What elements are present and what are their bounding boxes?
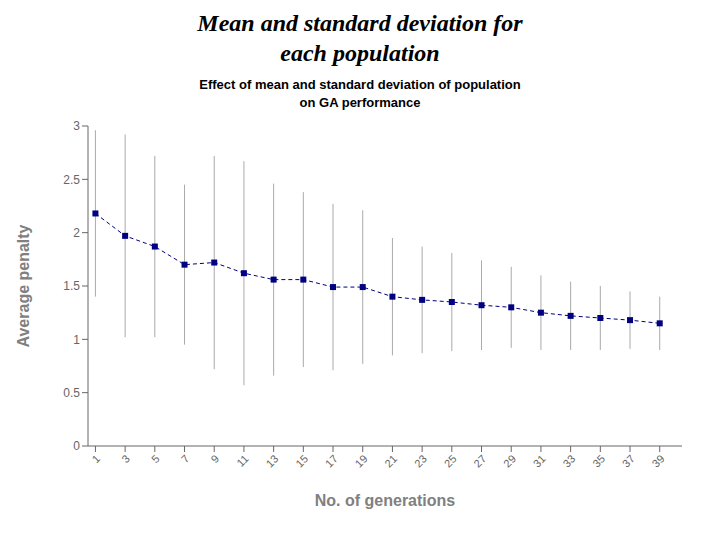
- svg-text:7: 7: [179, 452, 192, 465]
- svg-text:39: 39: [650, 452, 667, 469]
- svg-text:9: 9: [208, 452, 221, 465]
- svg-text:35: 35: [590, 452, 607, 469]
- svg-text:5: 5: [149, 452, 162, 465]
- html-text:Effect of mean and standard de: Effect of mean and standard deviation of…: [199, 77, 521, 92]
- svg-text:29: 29: [501, 452, 518, 469]
- html-text:on GA performance: on GA performance: [299, 95, 421, 110]
- svg-text:Average penalty: Average penalty: [15, 224, 32, 347]
- svg-text:25: 25: [442, 452, 459, 469]
- html-text:Mean and standard deviation fo: Mean and standard deviation for: [197, 10, 523, 36]
- svg-text:2: 2: [73, 226, 80, 240]
- svg-text:0: 0: [73, 439, 80, 453]
- svg-text:11: 11: [234, 452, 251, 469]
- svg-text:33: 33: [560, 452, 577, 469]
- svg-text:19: 19: [353, 452, 370, 469]
- svg-text:1.5: 1.5: [63, 279, 80, 293]
- svg-text:0.5: 0.5: [63, 386, 80, 400]
- svg-text:3: 3: [119, 452, 132, 465]
- svg-text:1: 1: [90, 452, 103, 465]
- svg-text:13: 13: [263, 452, 280, 469]
- svg-text:1: 1: [73, 333, 80, 347]
- svg-text:21: 21: [382, 452, 399, 469]
- svg-text:27: 27: [471, 452, 488, 469]
- svg-text:3: 3: [73, 119, 80, 133]
- svg-text:37: 37: [620, 452, 637, 469]
- html-text:each population: each population: [280, 40, 440, 66]
- svg-text:No. of generations: No. of generations: [315, 492, 456, 509]
- svg-text:2.5: 2.5: [63, 173, 80, 187]
- svg-text:23: 23: [412, 452, 429, 469]
- svg-text:15: 15: [293, 452, 310, 469]
- svg-text:31: 31: [531, 452, 548, 469]
- svg-text:17: 17: [323, 452, 340, 469]
